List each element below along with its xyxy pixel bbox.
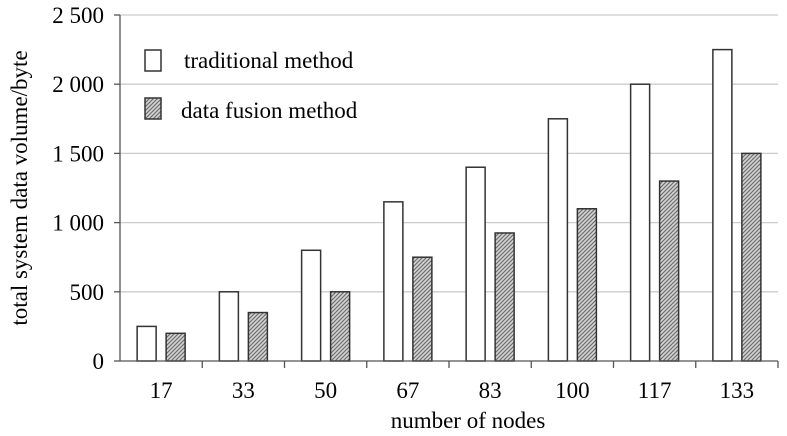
bar-data-fusion xyxy=(329,291,351,362)
x-tick-label: 17 xyxy=(150,378,173,403)
bar-data-fusion xyxy=(576,208,598,362)
legend-swatch-traditional xyxy=(144,49,162,72)
x-tick-label: 67 xyxy=(396,378,419,403)
bar-traditional xyxy=(383,201,404,362)
y-tick-label: 0 xyxy=(93,349,105,374)
y-tick-label: 1 500 xyxy=(52,141,104,166)
bar-data-fusion xyxy=(412,256,433,362)
bar-data-fusion xyxy=(247,311,269,362)
bar-traditional xyxy=(136,325,157,362)
bar-data-fusion xyxy=(165,332,186,362)
bars xyxy=(136,48,762,362)
x-axis-title: number of nodes xyxy=(391,408,546,433)
y-tick-label: 2 500 xyxy=(52,3,104,28)
x-tick-label: 100 xyxy=(555,378,590,403)
bar-traditional xyxy=(300,249,322,362)
legend-swatch-fusion xyxy=(144,97,162,120)
bar-traditional xyxy=(629,83,651,362)
y-tick-label: 500 xyxy=(70,280,105,305)
y-tick-label: 2 000 xyxy=(52,72,104,97)
bar-data-fusion xyxy=(741,152,762,362)
bar-data-fusion xyxy=(494,232,515,362)
x-tick-label: 117 xyxy=(638,378,672,403)
bar-data-fusion xyxy=(658,180,680,362)
x-tick-label: 133 xyxy=(720,378,755,403)
x-tick-labels: 17 33 50 67 83 100 117 133 xyxy=(150,361,779,403)
legend: traditional method data fusion method xyxy=(144,48,358,123)
legend-label-traditional: traditional method xyxy=(184,48,354,73)
bar-traditional xyxy=(712,48,733,362)
x-tick-label: 33 xyxy=(232,378,255,403)
y-axis-title: total system data volume/byte xyxy=(7,50,32,325)
legend-label-fusion: data fusion method xyxy=(181,98,358,123)
x-tick-label: 50 xyxy=(314,378,337,403)
y-tick-labels: 0 500 1 000 1 500 2 000 2 500 xyxy=(52,3,120,374)
x-tick-label: 83 xyxy=(479,378,502,403)
bar-traditional xyxy=(218,291,240,362)
y-tick-label: 1 000 xyxy=(52,211,104,236)
bar-traditional xyxy=(465,166,486,362)
bar-traditional xyxy=(547,118,569,362)
